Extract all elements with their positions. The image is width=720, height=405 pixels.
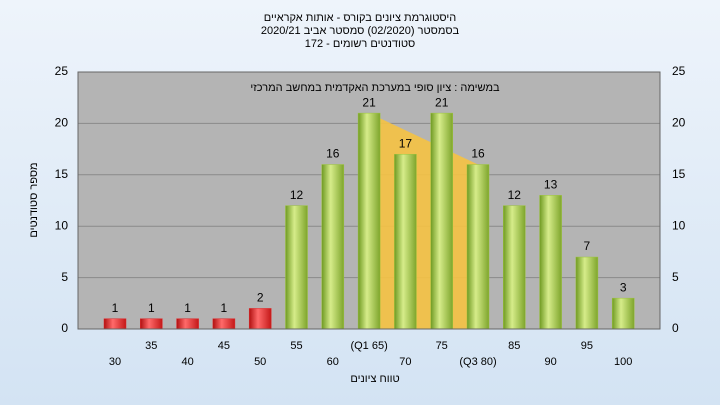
x-tick-label: 100: [614, 356, 632, 368]
value-label: 16: [471, 147, 485, 161]
x-tick-label: 70: [399, 356, 411, 368]
value-label: 2: [257, 291, 264, 305]
x-tick-label: 50: [254, 356, 266, 368]
x-tick-label: 40: [181, 356, 193, 368]
y2-tick-label: 15: [672, 167, 686, 181]
x-tick-label: 30: [109, 356, 121, 368]
bar: [503, 205, 526, 330]
bar: [176, 318, 199, 330]
chart-subtitle: סטודנטים רשומים - 172: [305, 38, 416, 50]
y-tick-label: 15: [55, 167, 69, 181]
y2-tick-label: 0: [672, 321, 679, 335]
value-label: 1: [148, 301, 155, 315]
x-tick-label: 90: [544, 356, 556, 368]
y-tick-label: 10: [55, 218, 69, 232]
bar: [394, 153, 417, 330]
value-label: 17: [399, 136, 413, 150]
y-axis-label: מספר סטודנטים: [28, 162, 40, 237]
value-label: 1: [221, 301, 228, 315]
bar: [321, 164, 345, 330]
y2-tick-label: 20: [672, 116, 686, 130]
bar: [575, 256, 599, 330]
x-tick-label: 85: [508, 340, 520, 352]
bar: [539, 195, 562, 330]
y2-tick-label: 25: [672, 64, 686, 78]
x-tick-label: 45: [218, 340, 230, 352]
chart-subtitle: בסמסטר (02/2020) סמסטר אביב 2020/21: [261, 25, 460, 37]
bar: [285, 205, 308, 330]
x-tick-label: (Q1 65): [350, 340, 387, 352]
y-tick-label: 20: [55, 116, 69, 130]
value-label: 13: [544, 178, 558, 192]
value-label: 21: [435, 95, 449, 109]
value-label: 12: [290, 188, 304, 202]
value-label: 16: [326, 147, 340, 161]
y-tick-label: 5: [61, 270, 68, 284]
value-label: 3: [620, 280, 627, 294]
value-label: 12: [508, 188, 522, 202]
x-tick-label: 35: [145, 340, 157, 352]
x-tick-label: 95: [581, 340, 593, 352]
plot-border: [77, 71, 661, 330]
bar: [103, 318, 127, 330]
bar: [611, 297, 635, 330]
bar: [212, 318, 236, 330]
x-tick-label: 55: [290, 340, 302, 352]
y-tick-label: 0: [61, 321, 68, 335]
bar: [466, 164, 490, 330]
x-axis-label: טווח ציונים: [350, 373, 399, 385]
bar: [357, 112, 381, 330]
chart-title: היסטוגרמת ציונים בקורס - אותות אקראיים: [264, 12, 456, 24]
bar: [140, 318, 163, 330]
value-label: 21: [362, 95, 376, 109]
bar: [430, 112, 453, 330]
y2-tick-label: 5: [672, 270, 679, 284]
x-tick-label: 60: [327, 356, 339, 368]
x-tick-label: 75: [436, 340, 448, 352]
value-label: 1: [184, 301, 191, 315]
y-tick-label: 25: [55, 64, 69, 78]
bar: [248, 308, 272, 330]
value-label: 1: [112, 301, 119, 315]
x-tick-label: (Q3 80): [459, 356, 496, 368]
annotation: במשימה : ציון סופי במערכת האקדמית במחשב …: [250, 82, 500, 94]
value-label: 7: [584, 239, 591, 253]
y2-tick-label: 10: [672, 218, 686, 232]
